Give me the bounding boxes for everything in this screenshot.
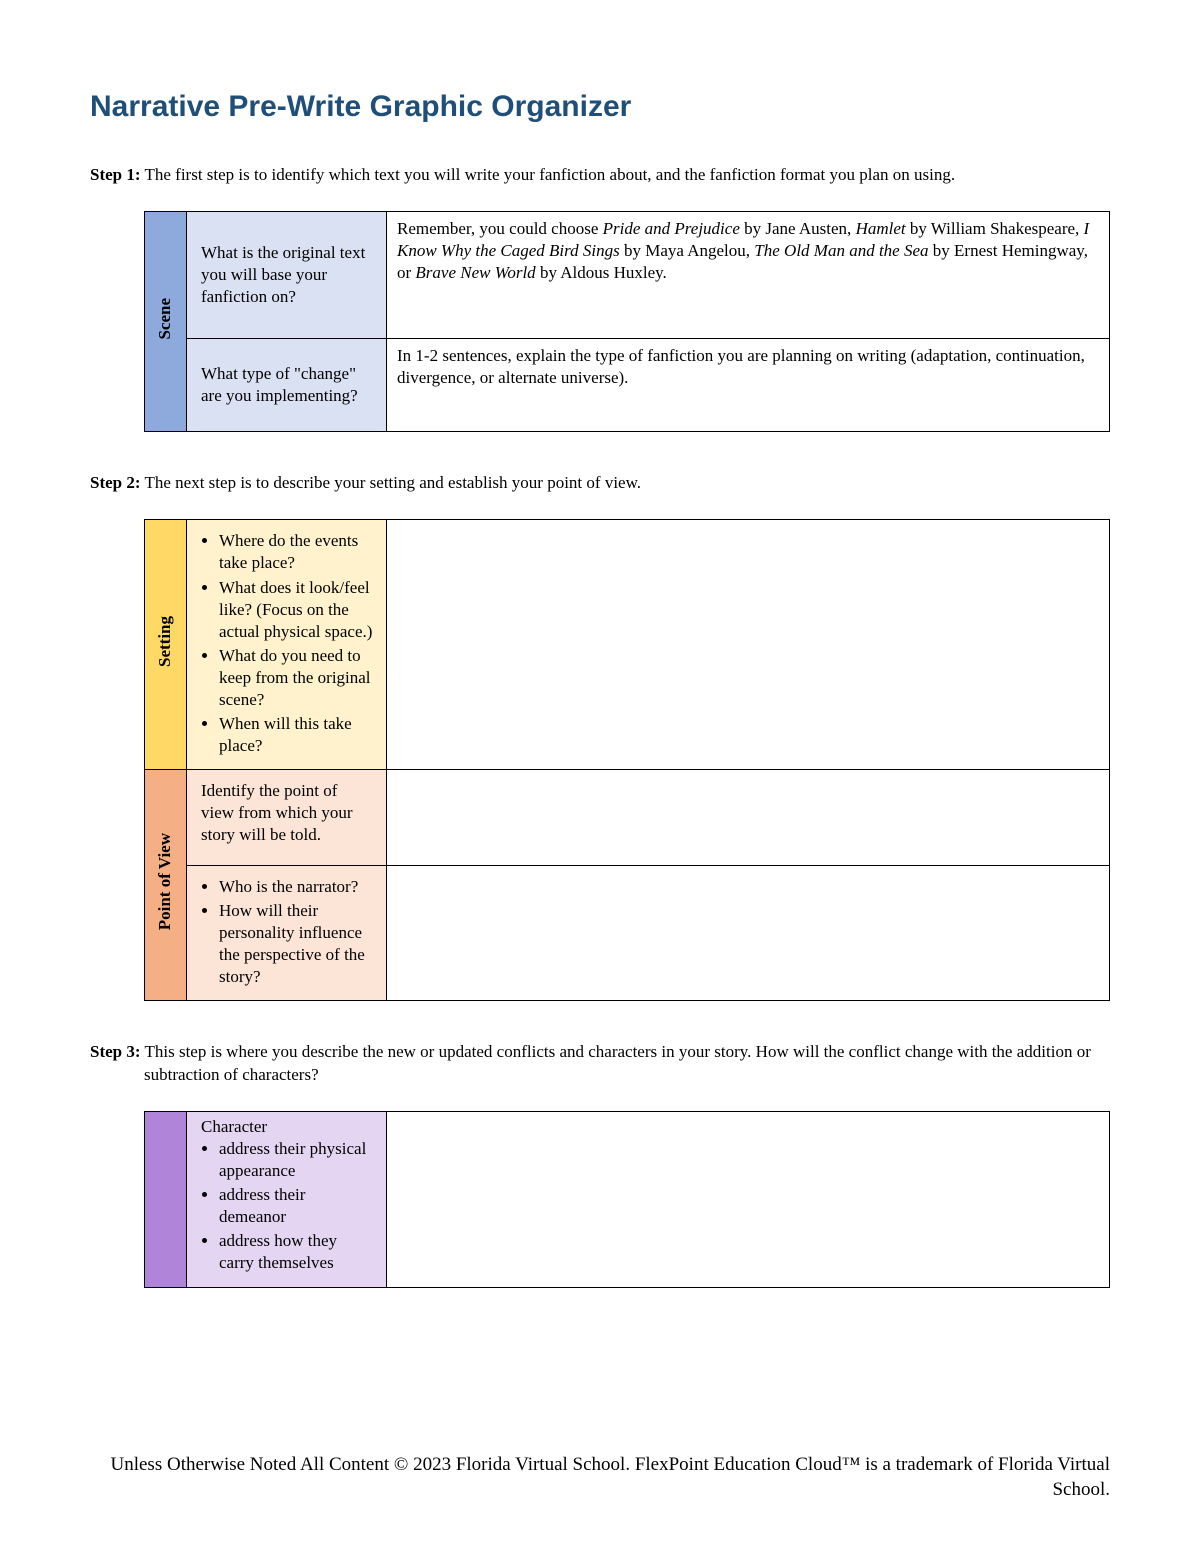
character-heading: Character (201, 1117, 267, 1136)
scene-side-label: Scene (145, 211, 187, 431)
character-prompt: Character address their physical appeara… (187, 1111, 387, 1287)
pov-lead-prompt: Identify the point of view from which yo… (187, 770, 387, 865)
table-row: Setting Where do the events take place? … (145, 520, 1110, 770)
pov-bullets-prompt: Who is the narrator? How will their pers… (187, 865, 387, 1000)
step3-text: This step is where you describe the new … (144, 1042, 1091, 1084)
step1-row2-prompt: What type of "change" are you implementi… (187, 339, 387, 432)
step1-row2-response: In 1-2 sentences, explain the type of fa… (387, 339, 1110, 432)
character-side-label (145, 1111, 187, 1287)
step1-row1-response: Remember, you could choose Pride and Pre… (387, 211, 1110, 338)
step3-label: Step 3: (90, 1042, 141, 1061)
setting-label-text: Setting (154, 616, 176, 667)
scene-label-text: Scene (154, 298, 176, 340)
list-item: When will this take place? (219, 713, 374, 757)
step1-table: Scene What is the original text you will… (144, 211, 1110, 432)
step2-intro: Step 2: The next step is to describe you… (144, 472, 1110, 495)
pov-label-text: Point of View (154, 833, 176, 930)
list-item: address how they carry themselves (219, 1230, 374, 1274)
table-row: Who is the narrator? How will their pers… (145, 865, 1110, 1000)
step1-row1-prompt: What is the original text you will base … (187, 211, 387, 338)
step1-table-wrap: Scene What is the original text you will… (90, 211, 1110, 432)
step2-table: Setting Where do the events take place? … (144, 519, 1110, 1001)
step1-label: Step 1: (90, 165, 141, 184)
list-item: How will their personality influence the… (219, 900, 374, 988)
setting-side-label: Setting (145, 520, 187, 770)
step3-intro: Step 3: This step is where you describe … (144, 1041, 1110, 1087)
document-page: Narrative Pre-Write Graphic Organizer St… (0, 0, 1200, 1553)
pov-bullets: Who is the narrator? How will their pers… (201, 876, 374, 988)
list-item: Where do the events take place? (219, 530, 374, 574)
step2-label: Step 2: (90, 473, 141, 492)
table-row: Point of View Identify the point of view… (145, 770, 1110, 865)
pov-lead-response (387, 770, 1110, 865)
list-item: address their physical appearance (219, 1138, 374, 1182)
step3-table-wrap: Character address their physical appeara… (90, 1111, 1110, 1288)
setting-prompt: Where do the events take place? What doe… (187, 520, 387, 770)
step2-table-wrap: Setting Where do the events take place? … (90, 519, 1110, 1001)
pov-bullets-response (387, 865, 1110, 1000)
footer-copyright: Unless Otherwise Noted All Content © 202… (90, 1452, 1110, 1503)
table-row: What type of "change" are you implementi… (145, 339, 1110, 432)
list-item: What do you need to keep from the origin… (219, 645, 374, 711)
table-row: Character address their physical appeara… (145, 1111, 1110, 1287)
list-item: Who is the narrator? (219, 876, 374, 898)
step1-text: The first step is to identify which text… (144, 165, 955, 184)
character-bullets: address their physical appearance addres… (201, 1138, 374, 1275)
table-row: Scene What is the original text you will… (145, 211, 1110, 338)
setting-response (387, 520, 1110, 770)
step1-intro: Step 1: The first step is to identify wh… (144, 164, 1110, 187)
pov-side-label: Point of View (145, 770, 187, 1001)
setting-bullets: Where do the events take place? What doe… (201, 530, 374, 757)
step2-text: The next step is to describe your settin… (144, 473, 641, 492)
step3-table: Character address their physical appeara… (144, 1111, 1110, 1288)
list-item: What does it look/feel like? (Focus on t… (219, 577, 374, 643)
page-title: Narrative Pre-Write Graphic Organizer (90, 90, 1110, 124)
list-item: address their demeanor (219, 1184, 374, 1228)
character-response (387, 1111, 1110, 1287)
